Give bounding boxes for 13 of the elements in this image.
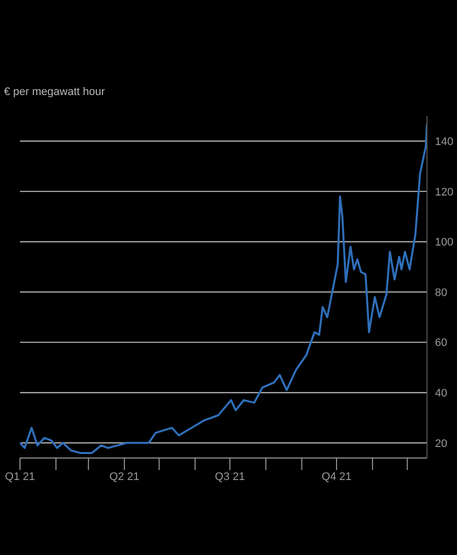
y-tick-label: 80 xyxy=(435,286,448,299)
x-tick-label: Q4 21 xyxy=(322,470,352,483)
line-series xyxy=(20,122,427,454)
x-tick-label: Q1 21 xyxy=(5,470,35,483)
y-tick-label: 140 xyxy=(435,136,454,148)
y-tick-label: 100 xyxy=(435,236,454,249)
y-tick-label: 60 xyxy=(435,337,448,350)
y-tick-label: 40 xyxy=(435,388,448,400)
x-tick-label: Q2 21 xyxy=(109,470,140,483)
y-axis-title: € per megawatt hour xyxy=(4,86,105,98)
y-tick-label: 20 xyxy=(435,438,448,450)
y-tick-label: 120 xyxy=(435,186,454,198)
x-tick-label: Q3 21 xyxy=(214,470,245,483)
